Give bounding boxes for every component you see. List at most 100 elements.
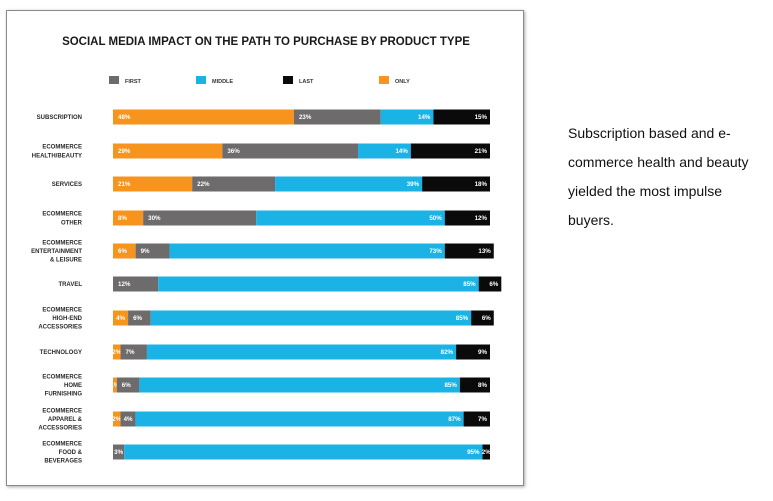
bar-label-middle: 14% bbox=[395, 148, 408, 155]
bar-label-first: 30% bbox=[148, 215, 161, 222]
category-label-line: ACCESSORIES bbox=[38, 426, 82, 432]
category-label-line: TECHNOLOGY bbox=[40, 350, 82, 356]
category-label-line: HOME bbox=[64, 383, 82, 389]
bar-label-last: 6% bbox=[489, 281, 498, 288]
bar-segment-last bbox=[459, 377, 490, 393]
category-label-line: ECOMMERCE bbox=[42, 408, 82, 414]
category-label-line: FOOD & bbox=[59, 450, 83, 456]
stacked-bar-chart: SOCIAL MEDIA IMPACT ON THE PATH TO PURCH… bbox=[31, 36, 502, 465]
bar-label-only: 2% bbox=[112, 349, 121, 356]
legend-label-first: FIRST bbox=[125, 79, 142, 85]
bar-segment-first bbox=[222, 143, 359, 159]
bar-segment-middle bbox=[139, 377, 460, 393]
bar-segment-first bbox=[120, 344, 147, 360]
category-labels: SUBSCRIPTION ECOMMERCE HEALTH/BEAUTY SERVIC… bbox=[31, 115, 83, 465]
bar-segment-last bbox=[471, 310, 494, 326]
bar-label-first: 7% bbox=[126, 349, 135, 356]
bar-segment-middle bbox=[256, 210, 445, 226]
legend-swatch-first bbox=[109, 76, 119, 84]
bar-label-last: 6% bbox=[482, 315, 491, 322]
category-label-line: BEVERAGES bbox=[44, 459, 82, 465]
bar-segment-last bbox=[444, 210, 490, 226]
bar-segment-first bbox=[293, 109, 381, 125]
category-label-travel: TRAVEL bbox=[58, 282, 82, 288]
bar-segment-only bbox=[113, 210, 144, 226]
bar-segment-first bbox=[192, 176, 276, 192]
bar-segment-middle bbox=[135, 411, 464, 427]
bar-segment-only bbox=[113, 377, 117, 393]
bar-label-last: 2% bbox=[482, 449, 491, 456]
bar-segment-middle bbox=[169, 243, 445, 259]
legend-swatch-last bbox=[283, 76, 293, 84]
category-label-technology: TECHNOLOGY bbox=[40, 350, 82, 356]
category-label-line: ACCESSORIES bbox=[38, 325, 82, 331]
category-label-ecommerce-food-beverages: ECOMMERCE FOOD & BEVERAGES bbox=[42, 441, 82, 464]
bar-label-only: 29% bbox=[118, 148, 131, 155]
category-label-line: APPAREL & bbox=[48, 417, 83, 423]
bar-label-middle: 50% bbox=[429, 215, 442, 222]
bar-label-middle: 85% bbox=[456, 315, 469, 322]
legend-label-last: LAST bbox=[299, 79, 314, 85]
bar-segment-only bbox=[113, 243, 136, 259]
bar-label-first: 12% bbox=[118, 281, 131, 288]
bar-label-last: 18% bbox=[475, 181, 488, 188]
category-label-ecommerce-other: ECOMMERCE OTHER bbox=[42, 212, 82, 227]
bar-label-only: 2% bbox=[112, 416, 121, 423]
category-label-services: SERVICES bbox=[52, 182, 82, 188]
bar-label-only: 48% bbox=[118, 114, 131, 121]
bar-segment-middle bbox=[275, 176, 423, 192]
bar-label-first: 4% bbox=[124, 416, 133, 423]
bar-label-last: 13% bbox=[478, 248, 491, 255]
bar-segment-middle bbox=[358, 143, 411, 159]
bar-segment-first bbox=[128, 310, 151, 326]
bar-label-last: 15% bbox=[475, 114, 488, 121]
category-label-ecommerce-home-furnishing: ECOMMERCE HOME FURNISHING bbox=[42, 374, 82, 397]
bar-segment-only bbox=[113, 310, 129, 326]
bar-segment-last bbox=[482, 444, 490, 460]
category-label-line: & LEISURE bbox=[50, 258, 82, 264]
category-label-line: SUBSCRIPTION bbox=[37, 115, 82, 121]
bar-segment-last bbox=[456, 344, 490, 360]
category-label-line: ECOMMERCE bbox=[42, 307, 82, 313]
bar-label-middle: 82% bbox=[441, 349, 454, 356]
bar-segment-middle bbox=[158, 276, 479, 292]
bar-segment-first bbox=[113, 444, 125, 460]
bar-label-middle: 73% bbox=[429, 248, 442, 255]
legend-label-only: ONLY bbox=[395, 79, 410, 85]
bar-segment-middle bbox=[150, 310, 472, 326]
bar-segment-last bbox=[444, 243, 494, 259]
bar-label-last: 8% bbox=[478, 382, 487, 389]
category-label-line: ECOMMERCE bbox=[42, 240, 82, 246]
bar-label-first: 6% bbox=[122, 382, 131, 389]
bar-segment-last bbox=[463, 411, 490, 427]
legend-swatch-only bbox=[379, 76, 389, 84]
bar-label-middle: 85% bbox=[444, 382, 457, 389]
caption-text: Subscription based and e-commerce health… bbox=[568, 125, 749, 228]
category-label-ecommerce-health-beauty: ECOMMERCE HEALTH/BEAUTY bbox=[32, 145, 82, 160]
category-label-line: ECOMMERCE bbox=[42, 441, 82, 447]
bar-label-only: 4% bbox=[116, 315, 125, 322]
bar-segment-middle bbox=[124, 444, 483, 460]
bar-segment-middle bbox=[146, 344, 457, 360]
bar-label-only: 8% bbox=[118, 215, 127, 222]
bar-segment-last bbox=[410, 143, 490, 159]
bar-label-middle: 14% bbox=[418, 114, 431, 121]
bar-segment-only bbox=[113, 344, 121, 360]
category-label-line: ECOMMERCE bbox=[42, 374, 82, 380]
bar-label-only: 6% bbox=[118, 248, 127, 255]
chart-card: SOCIAL MEDIA IMPACT ON THE PATH TO PURCH… bbox=[6, 10, 524, 486]
legend-label-middle: MIDDLE bbox=[212, 79, 233, 85]
bar-label-middle: 39% bbox=[407, 181, 420, 188]
bar-segment-last bbox=[478, 276, 502, 292]
bar-segment-only bbox=[113, 109, 294, 125]
bar-segment-last bbox=[433, 109, 490, 125]
bar-label-first: 3% bbox=[114, 449, 123, 456]
bar-label-last: 21% bbox=[475, 148, 488, 155]
bar-label-last: 7% bbox=[478, 416, 487, 423]
bar-label-first: 9% bbox=[141, 248, 150, 255]
category-label-subscription: SUBSCRIPTION bbox=[37, 115, 82, 121]
category-label-line: HIGH-END bbox=[52, 316, 82, 322]
bar-label-first: 36% bbox=[227, 148, 240, 155]
bar-label-middle: 87% bbox=[448, 416, 461, 423]
bar-label-first: 6% bbox=[133, 315, 142, 322]
